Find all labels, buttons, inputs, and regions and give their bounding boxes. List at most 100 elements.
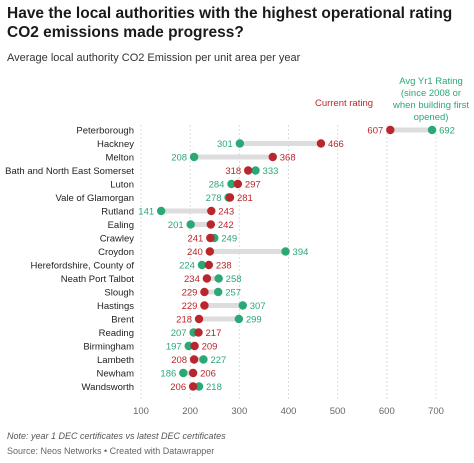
legend-yr1-line: Avg Yr1 Rating	[399, 76, 463, 87]
current-dot	[194, 328, 203, 337]
yr1-value-label: 227	[210, 355, 226, 366]
yr1-value-label: 333	[263, 166, 279, 177]
current-value-label: 281	[237, 193, 253, 204]
footnote: Note: year 1 DEC certificates vs latest …	[7, 431, 226, 441]
current-value-label: 368	[280, 152, 296, 163]
x-tick-label: 500	[330, 406, 346, 417]
category-label: Luton	[110, 179, 134, 190]
category-label: Wandsworth	[82, 382, 134, 393]
current-dot	[268, 152, 277, 162]
current-dot	[207, 206, 216, 216]
current-dot	[233, 179, 243, 189]
category-label: Bath and North East Somerset	[5, 166, 134, 177]
yr1-dot	[427, 125, 437, 135]
yr1-value-label: 301	[217, 139, 233, 150]
yr1-value-label: 692	[439, 125, 455, 136]
x-tick-label: 200	[182, 406, 198, 417]
yr1-value-label: 249	[221, 233, 237, 244]
yr1-value-label: 299	[246, 314, 262, 325]
x-tick-label: 700	[428, 406, 444, 417]
current-dot	[205, 247, 215, 256]
current-dot	[206, 220, 216, 229]
current-value-label: 242	[218, 220, 234, 231]
current-dot	[202, 274, 212, 283]
source-note: Source: Neos Networks • Created with Dat…	[7, 446, 215, 456]
current-value-label: 208	[171, 355, 187, 366]
current-dot	[190, 341, 199, 351]
x-tick-label: 600	[379, 406, 395, 417]
current-value-label: 218	[176, 314, 192, 325]
category-label: Hackney	[97, 139, 134, 150]
current-value-label: 297	[245, 179, 261, 190]
yr1-value-label: 224	[179, 260, 195, 271]
category-label: Slough	[104, 287, 134, 298]
yr1-value-label: 186	[160, 368, 176, 379]
yr1-dot	[179, 368, 188, 378]
yr1-dot	[199, 355, 208, 364]
category-label: Peterborough	[76, 125, 134, 136]
yr1-dot	[234, 314, 244, 324]
legend-yr1-line: (since 2008 or	[401, 88, 461, 99]
current-dot	[194, 314, 204, 324]
yr1-dot	[235, 139, 245, 148]
yr1-value-label: 284	[209, 179, 225, 190]
current-value-label: 206	[200, 368, 216, 379]
yr1-value-label: 394	[293, 247, 309, 258]
chart-subtitle: Average local authority CO2 Emission per…	[7, 52, 301, 64]
yr1-dot	[281, 247, 290, 256]
x-tick-label: 100	[133, 406, 149, 417]
yr1-value-label: 258	[226, 274, 242, 285]
current-value-label: 318	[225, 166, 241, 177]
current-value-label: 243	[218, 206, 234, 217]
current-dot	[200, 287, 209, 297]
legend-layer: Current rating Avg Yr1 Rating (since 2008 …	[315, 76, 469, 123]
category-label: Birmingham	[83, 341, 134, 352]
yr1-dot	[189, 152, 199, 162]
current-value-label: 234	[184, 274, 200, 285]
yr1-dot	[213, 287, 223, 297]
current-value-label: 466	[328, 139, 344, 150]
yr1-dot	[194, 382, 204, 391]
category-label: Croydon	[98, 247, 134, 258]
yr1-dot	[238, 301, 247, 310]
current-dot	[204, 260, 214, 270]
current-dot	[188, 368, 198, 378]
yr1-dot	[186, 220, 195, 229]
current-value-label: 229	[182, 287, 198, 298]
current-dot	[316, 139, 326, 148]
yr1-dot	[184, 341, 193, 351]
current-value-label: 229	[182, 301, 198, 312]
chart-title: Have the local authorities with the high…	[7, 5, 453, 41]
category-label: Lambeth	[97, 355, 134, 366]
current-dot	[386, 125, 395, 135]
current-dot	[188, 382, 198, 391]
yr1-dot	[156, 206, 166, 216]
x-tick-label: 400	[281, 406, 297, 417]
current-value-label: 607	[367, 125, 383, 136]
yr1-value-label: 278	[206, 193, 222, 204]
yr1-value-label: 257	[225, 287, 241, 298]
yr1-dot	[227, 179, 236, 189]
yr1-dot	[214, 274, 223, 283]
legend-yr1-line: when building first	[392, 100, 469, 111]
category-label: Rutland	[101, 206, 134, 217]
yr1-value-label: 207	[171, 328, 187, 339]
current-value-label: 217	[206, 328, 222, 339]
yr1-dot	[197, 260, 207, 270]
yr1-value-label: 197	[166, 341, 182, 352]
category-label: Neath Port Talbot	[61, 274, 135, 285]
current-value-label: 240	[187, 247, 203, 258]
current-dot	[225, 193, 235, 202]
current-dot	[206, 233, 215, 243]
x-tick-label: 300	[231, 406, 247, 417]
legend-current-rating: Current rating	[315, 98, 373, 109]
legend-yr1-line: opened)	[414, 112, 449, 123]
category-label: Newham	[97, 368, 135, 379]
category-label: Vale of Glamorgan	[55, 193, 134, 204]
current-value-label: 206	[170, 382, 186, 393]
legend-yr1-rating: Avg Yr1 Rating (since 2008 or when buildin…	[392, 76, 469, 123]
current-dot	[243, 166, 253, 175]
category-label: Crawley	[100, 233, 135, 244]
category-label: Reading	[99, 328, 134, 339]
